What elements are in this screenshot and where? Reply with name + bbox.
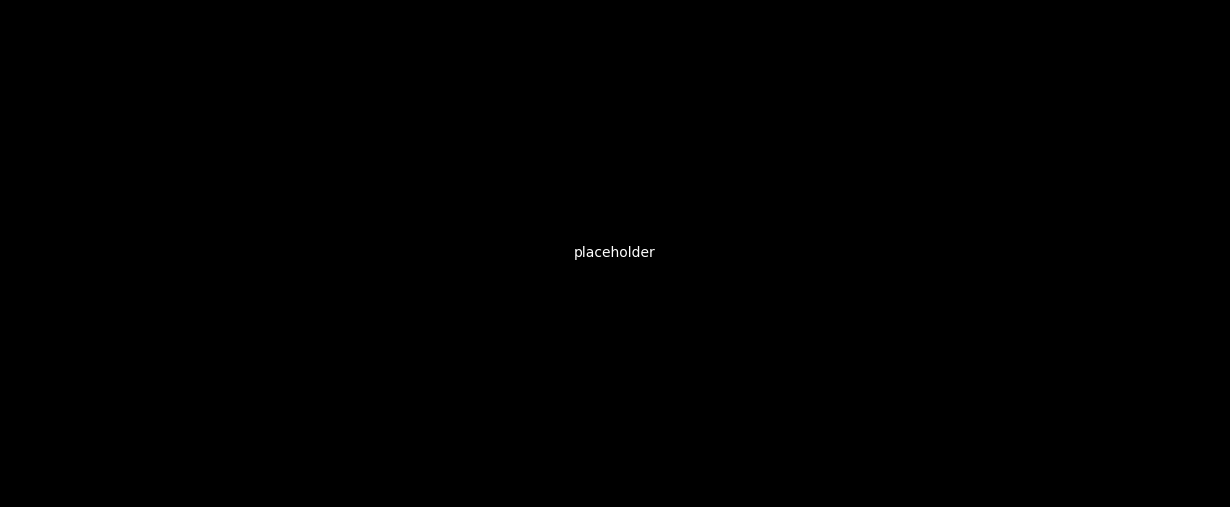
Text: placeholder: placeholder: [574, 246, 656, 261]
